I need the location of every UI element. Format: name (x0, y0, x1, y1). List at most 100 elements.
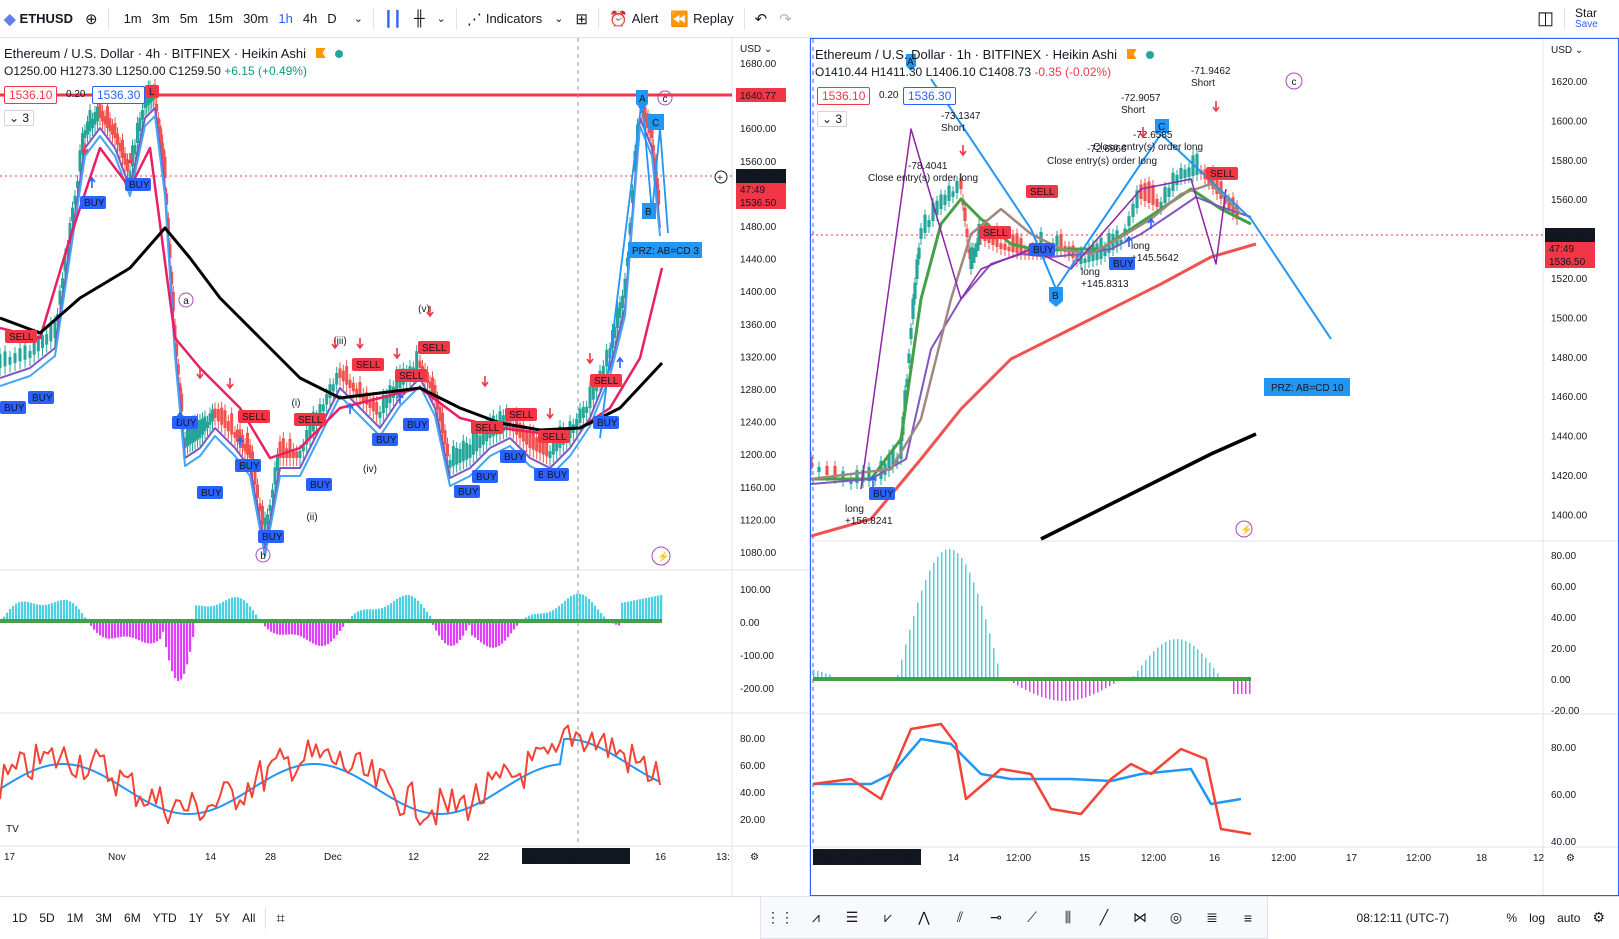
macd-bar (603, 616, 606, 621)
undo-button[interactable]: ↶ (749, 0, 774, 38)
abcd-pattern-icon[interactable]: ⩗ (884, 909, 892, 925)
macd-bar (1197, 649, 1199, 679)
candle-type-button[interactable]: ╫ (408, 0, 431, 38)
annotation-value: -72.6966 (1087, 144, 1127, 155)
save-button[interactable]: Star Save (1569, 0, 1619, 38)
interval-3m[interactable]: 3m (151, 11, 170, 26)
macd-bar (973, 582, 975, 679)
percent-scale-toggle[interactable]: % (1506, 910, 1518, 925)
gann-box-icon[interactable]: ≡ (1243, 909, 1253, 926)
range-5y[interactable]: 5Y (215, 911, 231, 925)
candle (155, 103, 159, 112)
range-1d[interactable]: 1D (12, 911, 28, 925)
candle (83, 130, 87, 138)
left-chart-canvas[interactable]: USD ⌄1680.001640.001600.001560.001520.00… (0, 38, 810, 896)
redo-icon: ↷ (779, 10, 792, 28)
chart-type-dropdown[interactable]: ⌄ (431, 0, 452, 38)
right-chart-panel[interactable]: USD ⌄1620.001600.001580.001560.001540.00… (810, 38, 1619, 896)
replay-button[interactable]: ⏪ Replay (664, 0, 739, 38)
log-scale-toggle[interactable]: log (1529, 910, 1546, 925)
templates-button[interactable]: ⊞ (569, 0, 594, 38)
sell-signal (979, 226, 1011, 239)
layout-button[interactable]: ◫ (1531, 0, 1560, 38)
right-chart-canvas[interactable]: USD ⌄1620.001600.001580.001560.001540.00… (811, 39, 1618, 895)
market-open-icon (1146, 51, 1155, 59)
macd-bar (1201, 653, 1203, 679)
left-chart-panel[interactable]: USD ⌄1680.001640.001600.001560.001520.00… (0, 38, 810, 896)
flag-icon[interactable] (315, 48, 326, 58)
compare-button[interactable]: ⊕ (79, 0, 104, 38)
bar-type-button[interactable]: ┃┃ (378, 0, 408, 38)
macd-bar (141, 621, 144, 642)
macd-bar (252, 610, 255, 621)
indicators-dropdown[interactable]: ⌄ (548, 0, 569, 38)
auto-scale-toggle[interactable]: auto (1557, 910, 1581, 925)
interval-dropdown[interactable]: ⌄ (348, 0, 369, 38)
macd-tick: 100.00 (740, 585, 771, 596)
ray-icon[interactable]: ╱ (1099, 909, 1109, 925)
range-all[interactable]: All (242, 911, 256, 925)
buy-signal (235, 459, 261, 472)
indicator-collapse-button[interactable]: ⌄ 3 (4, 110, 35, 126)
price-tick: 1500.00 (1551, 313, 1588, 324)
head-shoulders-icon[interactable]: ⋈ (1133, 909, 1147, 925)
macd-bar (1013, 679, 1015, 684)
macd-bar (81, 613, 84, 621)
sell-price-button[interactable]: 1536.10 (817, 87, 871, 105)
candle (919, 228, 923, 239)
macd-bar (39, 604, 42, 621)
range-1y[interactable]: 1Y (188, 911, 204, 925)
interval-30m[interactable]: 30m (243, 11, 269, 26)
symbol-search[interactable]: ◆ ETHUSD (0, 0, 79, 38)
indicator-collapse-button[interactable]: ⌄ 3 (817, 111, 848, 127)
go-to-date-button[interactable]: ⌗ (270, 899, 290, 937)
sell-signal (471, 421, 503, 434)
fib-channel-icon[interactable]: ≣ (1206, 909, 1218, 925)
settings-icon[interactable]: ⚙ (1592, 909, 1605, 925)
pitchfork-icon[interactable]: ⫼ (1064, 909, 1072, 925)
candle (623, 278, 627, 298)
buy-arrow (396, 392, 404, 404)
macd-bar (543, 613, 546, 621)
channel-icon[interactable]: ⫽ (956, 909, 964, 925)
sell-arrow (481, 376, 489, 388)
sell-signal (590, 374, 622, 387)
candle (1227, 198, 1231, 209)
buy-price-button[interactable]: 1536.30 (92, 86, 146, 104)
elliott-wave-icon[interactable]: ⩘ (812, 909, 820, 925)
interval-1h[interactable]: 1h (278, 11, 293, 26)
macd-bar (309, 621, 312, 642)
indicators-button[interactable]: ⋰ Indicators (461, 0, 548, 38)
interval-1m[interactable]: 1m (123, 11, 142, 26)
range-5d[interactable]: 5D (39, 911, 55, 925)
macd-bar (210, 606, 213, 621)
xabcd-pattern-icon[interactable]: ⋀ (918, 909, 930, 925)
candle (93, 111, 97, 125)
horizontal-line-icon[interactable]: ⊸ (990, 909, 1002, 925)
buy-price-button[interactable]: 1536.30 (903, 87, 957, 105)
interval-D[interactable]: D (327, 11, 337, 26)
alert-button[interactable]: ⏰ Alert (603, 0, 664, 38)
candle (213, 408, 217, 418)
sell-arrow (196, 368, 204, 380)
sell-signal (1026, 185, 1058, 198)
sell-price-button[interactable]: 1536.10 (4, 86, 58, 104)
range-1m[interactable]: 1M (66, 911, 84, 925)
interval-15m[interactable]: 15m (207, 11, 234, 26)
candle (817, 466, 821, 472)
redo-button[interactable]: ↷ (773, 0, 798, 38)
range-6m[interactable]: 6M (124, 911, 141, 925)
rsi-red-line (0, 724, 661, 826)
drag-handle-icon[interactable]: ⋮⋮ (766, 909, 794, 925)
macd-bar (237, 597, 240, 621)
candle (298, 450, 302, 458)
fib-retracement-icon[interactable]: ☰ (845, 909, 859, 925)
range-3m[interactable]: 3M (95, 911, 113, 925)
clock[interactable]: 08:12:11 (UTC-7) (1356, 910, 1449, 925)
interval-4h[interactable]: 4h (302, 11, 318, 26)
interval-5m[interactable]: 5m (179, 11, 198, 26)
trend-line-icon[interactable]: ⟋ (1027, 909, 1037, 925)
flag-icon[interactable] (1126, 49, 1137, 59)
range-ytd[interactable]: YTD (152, 911, 177, 925)
spiral-icon[interactable]: ◎ (1169, 909, 1183, 925)
